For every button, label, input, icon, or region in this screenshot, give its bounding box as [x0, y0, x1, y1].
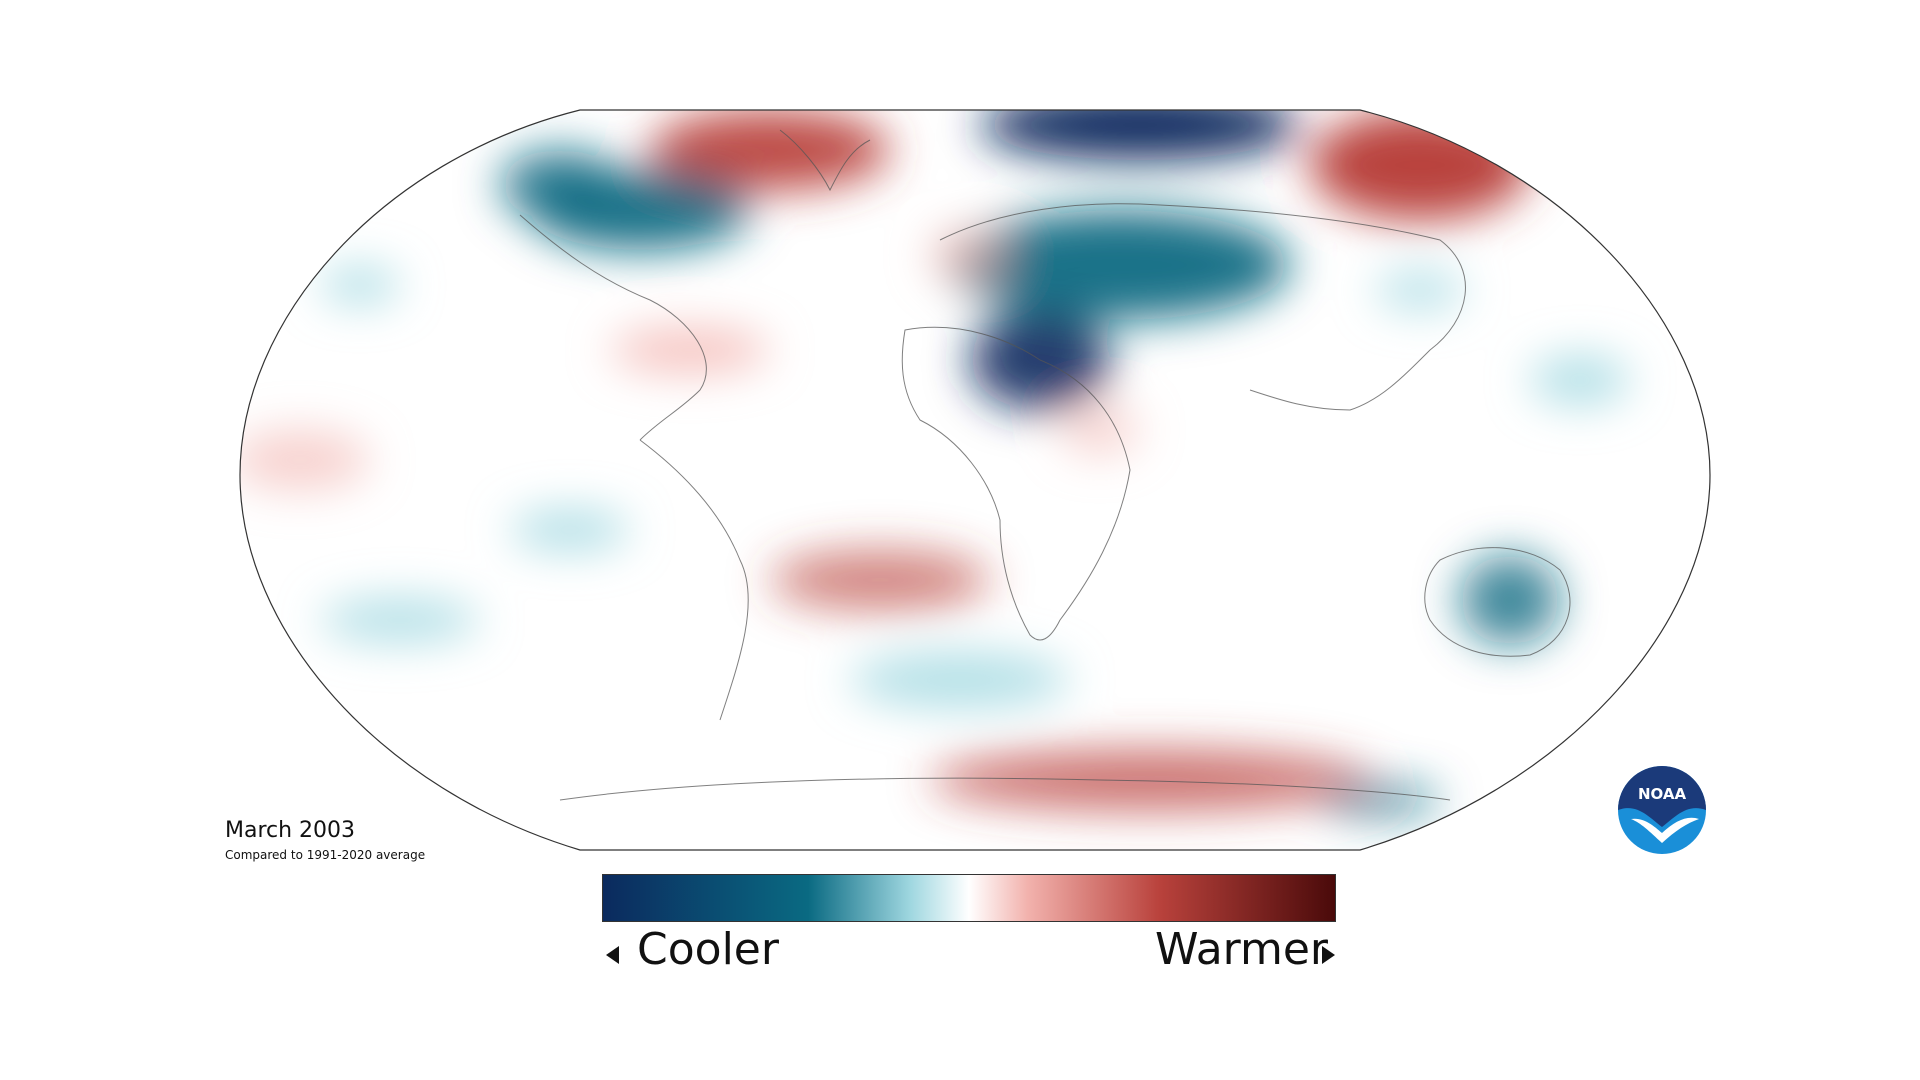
anomaly-region: [1375, 270, 1465, 310]
cooler-label: Cooler: [637, 924, 779, 975]
anomaly-region: [500, 150, 620, 220]
coastline: [901, 326, 1131, 641]
coastline: [939, 203, 1466, 411]
left-arrow-icon: [606, 946, 619, 964]
coastline: [559, 777, 1451, 801]
coastline: [519, 214, 707, 441]
anomaly-region: [1320, 786, 1440, 814]
anomaly-region: [510, 510, 630, 550]
anomaly-region: [1530, 355, 1630, 405]
warmer-label: Warmer: [1155, 924, 1328, 975]
anomaly-region: [610, 328, 770, 372]
anomaly-region: [240, 430, 370, 490]
map-outline: [239, 109, 1711, 851]
anomaly-region: [1460, 555, 1560, 645]
noaa-logo-text: NOAA: [1638, 785, 1687, 803]
anomaly-region: [980, 110, 1300, 160]
anomaly-region: [930, 750, 1370, 810]
coastline: [639, 439, 749, 721]
anomaly-region: [650, 110, 890, 190]
right-arrow-icon: [1322, 946, 1335, 964]
map-subtitle: Compared to 1991-2020 average: [225, 848, 426, 862]
coastline: [779, 129, 871, 192]
anomaly-region: [950, 210, 1290, 320]
noaa-logo-icon: NOAA: [1617, 765, 1707, 855]
map-title: March 2003: [225, 818, 356, 843]
anomaly-region: [1060, 405, 1140, 455]
anomaly-region: [770, 550, 990, 610]
color-scale-bar: [602, 874, 1336, 922]
anomaly-region: [320, 267, 400, 303]
anomaly-region: [320, 598, 480, 642]
anomaly-region: [930, 230, 1010, 280]
coastline: [1424, 547, 1571, 657]
anomaly-region: [850, 652, 1070, 708]
